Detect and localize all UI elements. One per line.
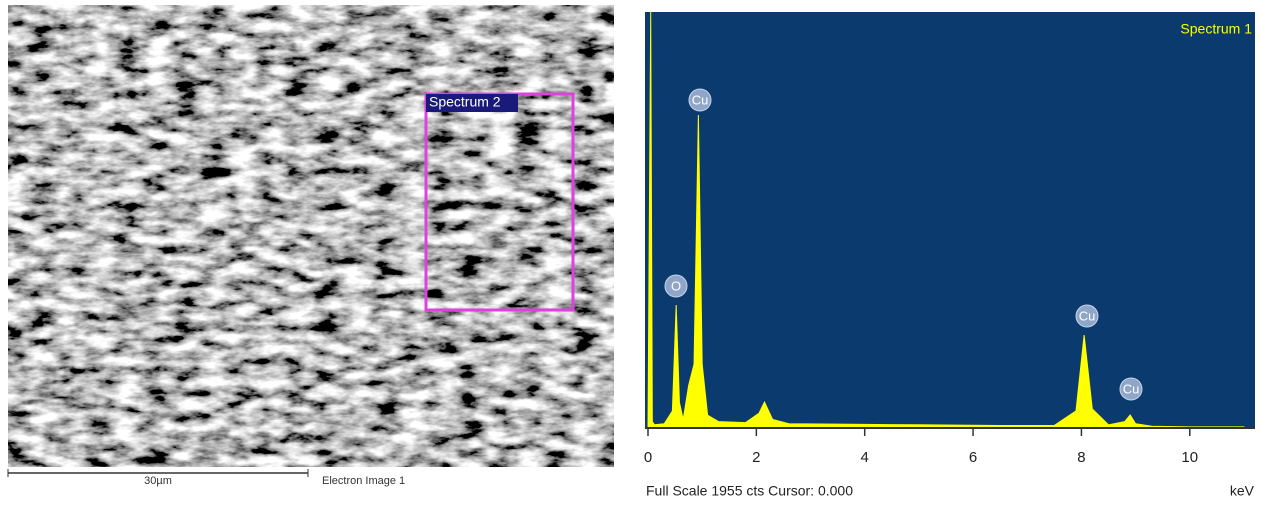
sem-image bbox=[8, 5, 614, 467]
figure: Spectrum 2 30µm Electron Image 1 Spectru… bbox=[0, 0, 1262, 506]
x-axis-label: keV bbox=[1230, 483, 1255, 499]
region-label: Spectrum 2 bbox=[429, 94, 501, 110]
chart-title: Spectrum 1 bbox=[1180, 21, 1252, 37]
peak-label: Cu bbox=[1079, 308, 1096, 323]
plot-background bbox=[645, 12, 1255, 428]
footer: Full Scale 1955 cts Cursor: 0.000 bbox=[646, 483, 853, 499]
spectrum-chart: Spectrum 1 0 2 4 6 8 10 Full Scale 1955 cts Cur… bbox=[644, 12, 1255, 499]
x-tick-label: 8 bbox=[1077, 449, 1085, 466]
image-caption: Electron Image 1 bbox=[322, 475, 405, 487]
x-tick-label: 2 bbox=[752, 449, 760, 466]
x-tick-label: 10 bbox=[1181, 449, 1198, 466]
peak-label: O bbox=[671, 278, 681, 293]
x-tick-label: 6 bbox=[969, 449, 977, 466]
peak-label: Cu bbox=[1123, 381, 1140, 396]
scale-label: 30µm bbox=[144, 475, 172, 487]
sem-panel: Spectrum 2 30µm Electron Image 1 bbox=[8, 5, 614, 487]
x-tick-label: 0 bbox=[644, 449, 652, 466]
x-tick-label: 4 bbox=[861, 449, 869, 466]
peak-label: Cu bbox=[692, 92, 709, 107]
